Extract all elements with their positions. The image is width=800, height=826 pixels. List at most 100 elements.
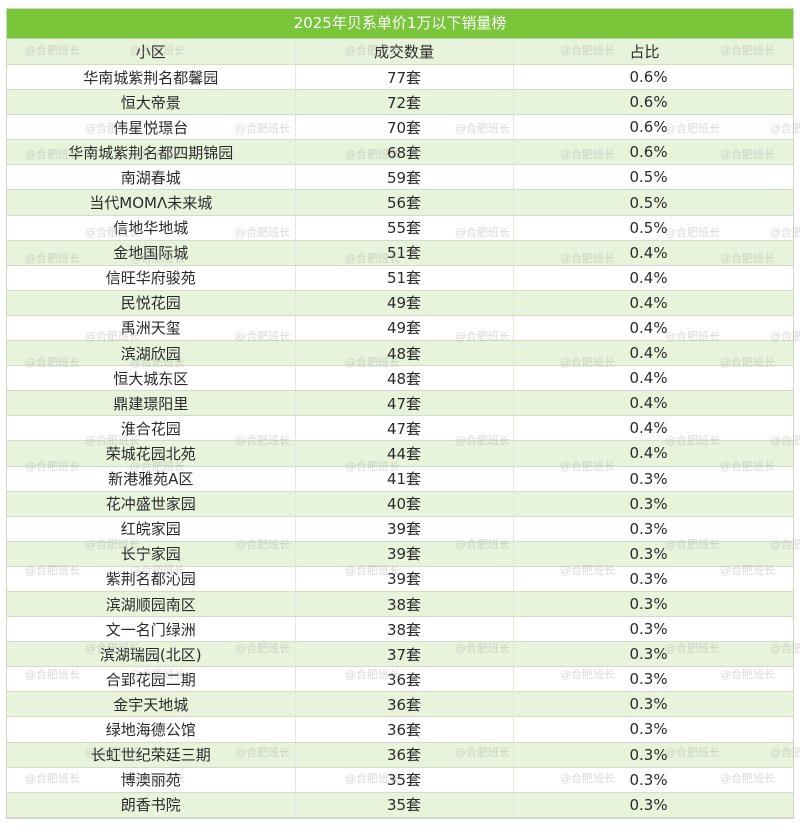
table-row: 鼎建璟阳里 47套 0.4% — [7, 390, 793, 417]
cell-ratio: 0.3% — [513, 541, 793, 567]
cell-ratio: 0.4% — [513, 240, 793, 266]
cell-community: 合郢花园二期 — [7, 666, 296, 693]
cell-count: 39套 — [295, 516, 514, 542]
cell-community: 朗香书院 — [7, 792, 296, 818]
table-row: 文一名门绿洲 38套 0.3% — [7, 616, 793, 643]
cell-count: 55套 — [295, 215, 514, 241]
cell-community: 长宁家园 — [7, 541, 296, 567]
table-row: 滨湖瑞园(北区) 37套 0.3% — [7, 641, 793, 668]
cell-community: 金地国际城 — [7, 240, 296, 266]
cell-ratio: 0.4% — [513, 340, 793, 367]
table-row: 华南城紫荆名都馨园 77套 0.6% — [7, 64, 793, 91]
cell-ratio: 0.6% — [513, 114, 793, 141]
cell-community: 华南城紫荆名都四期锦园 — [7, 139, 296, 166]
cell-community: 滨湖欣园 — [7, 340, 296, 367]
table-row: 伟星悦璟台 70套 0.6% — [7, 114, 793, 141]
cell-ratio: 0.6% — [513, 139, 793, 166]
table-row: 新港雅苑A区 41套 0.3% — [7, 466, 793, 492]
ranking-grid: 小区 成交数量 占比 华南城紫荆名都馨园 77套 0.6% 恒大帝景 72套 0.6% 伟星… — [7, 39, 793, 818]
cell-community: 禹洲天玺 — [7, 315, 296, 342]
cell-ratio: 0.5% — [513, 215, 793, 241]
cell-ratio: 0.3% — [513, 616, 793, 643]
cell-count: 48套 — [295, 365, 514, 392]
cell-community: 淮合花园 — [7, 415, 296, 442]
cell-community: 荣城花园北苑 — [7, 440, 296, 467]
table-row: 信地华地城 55套 0.5% — [7, 215, 793, 241]
column-header-community: 小区 — [7, 39, 296, 65]
cell-count: 49套 — [295, 315, 514, 342]
cell-ratio: 0.3% — [513, 566, 793, 592]
table-row: 长虹世纪荣廷三期 36套 0.3% — [7, 742, 793, 768]
table-row: 金地国际城 51套 0.4% — [7, 240, 793, 266]
cell-ratio: 0.4% — [513, 290, 793, 316]
cell-count: 39套 — [295, 541, 514, 567]
cell-community: 花冲盛世家园 — [7, 491, 296, 517]
sales-ranking-table: 2025年贝系单价1万以下销量榜 小区 成交数量 占比 华南城紫荆名都馨园 77套… — [6, 8, 794, 819]
cell-count: 51套 — [295, 240, 514, 266]
column-header-ratio: 占比 — [513, 39, 793, 65]
cell-community: 伟星悦璟台 — [7, 114, 296, 141]
table-row: 紫荆名都沁园 39套 0.3% — [7, 566, 793, 592]
cell-count: 70套 — [295, 114, 514, 141]
table-row: 金宇天地城 36套 0.3% — [7, 691, 793, 718]
cell-ratio: 0.6% — [513, 64, 793, 91]
cell-count: 37套 — [295, 641, 514, 668]
cell-count: 39套 — [295, 566, 514, 592]
table-row: 华南城紫荆名都四期锦园 68套 0.6% — [7, 139, 793, 166]
cell-community: 恒大城东区 — [7, 365, 296, 392]
cell-community: 民悦花园 — [7, 290, 296, 316]
cell-community: 金宇天地城 — [7, 691, 296, 718]
cell-count: 51套 — [295, 265, 514, 291]
cell-count: 49套 — [295, 290, 514, 316]
cell-community: 滨湖顺园南区 — [7, 591, 296, 618]
table-row: 长宁家园 39套 0.3% — [7, 541, 793, 567]
cell-community: 绿地海德公馆 — [7, 716, 296, 743]
table-row: 绿地海德公馆 36套 0.3% — [7, 716, 793, 743]
cell-count: 47套 — [295, 390, 514, 417]
cell-count: 48套 — [295, 340, 514, 367]
table-row: 民悦花园 49套 0.4% — [7, 290, 793, 316]
cell-ratio: 0.3% — [513, 466, 793, 492]
cell-count: 40套 — [295, 491, 514, 517]
cell-ratio: 0.4% — [513, 315, 793, 342]
cell-ratio: 0.3% — [513, 742, 793, 768]
cell-ratio: 0.5% — [513, 189, 793, 216]
table-row: 滨湖欣园 48套 0.4% — [7, 340, 793, 367]
table-row: 恒大帝景 72套 0.6% — [7, 89, 793, 116]
cell-count: 59套 — [295, 164, 514, 191]
cell-ratio: 0.3% — [513, 491, 793, 517]
table-row: 当代MOMΛ未来城 56套 0.5% — [7, 189, 793, 216]
cell-community: 长虹世纪荣廷三期 — [7, 742, 296, 768]
cell-community: 华南城紫荆名都馨园 — [7, 64, 296, 91]
cell-count: 44套 — [295, 440, 514, 467]
cell-ratio: 0.5% — [513, 164, 793, 191]
cell-count: 36套 — [295, 691, 514, 718]
cell-ratio: 0.4% — [513, 365, 793, 392]
cell-ratio: 0.3% — [513, 691, 793, 718]
cell-ratio: 0.4% — [513, 415, 793, 442]
cell-count: 36套 — [295, 742, 514, 768]
cell-count: 77套 — [295, 64, 514, 91]
cell-ratio: 0.3% — [513, 792, 793, 818]
table-row: 红皖家园 39套 0.3% — [7, 516, 793, 542]
cell-ratio: 0.4% — [513, 440, 793, 467]
table-row: 花冲盛世家园 40套 0.3% — [7, 491, 793, 517]
cell-community: 文一名门绿洲 — [7, 616, 296, 643]
cell-community: 信旺华府骏苑 — [7, 265, 296, 291]
cell-count: 68套 — [295, 139, 514, 166]
table-row: 合郢花园二期 36套 0.3% — [7, 666, 793, 693]
table-row: 博澳丽苑 35套 0.3% — [7, 767, 793, 793]
cell-ratio: 0.3% — [513, 591, 793, 618]
cell-ratio: 0.4% — [513, 265, 793, 291]
cell-community: 信地华地城 — [7, 215, 296, 241]
cell-community: 博澳丽苑 — [7, 767, 296, 793]
table-row: 南湖春城 59套 0.5% — [7, 164, 793, 191]
cell-community: 紫荆名都沁园 — [7, 566, 296, 592]
cell-community: 鼎建璟阳里 — [7, 390, 296, 417]
column-header-count: 成交数量 — [295, 39, 514, 65]
cell-count: 72套 — [295, 89, 514, 116]
cell-community: 恒大帝景 — [7, 89, 296, 116]
cell-count: 35套 — [295, 792, 514, 818]
table-row: 荣城花园北苑 44套 0.4% — [7, 440, 793, 467]
cell-community: 当代MOMΛ未来城 — [7, 189, 296, 216]
